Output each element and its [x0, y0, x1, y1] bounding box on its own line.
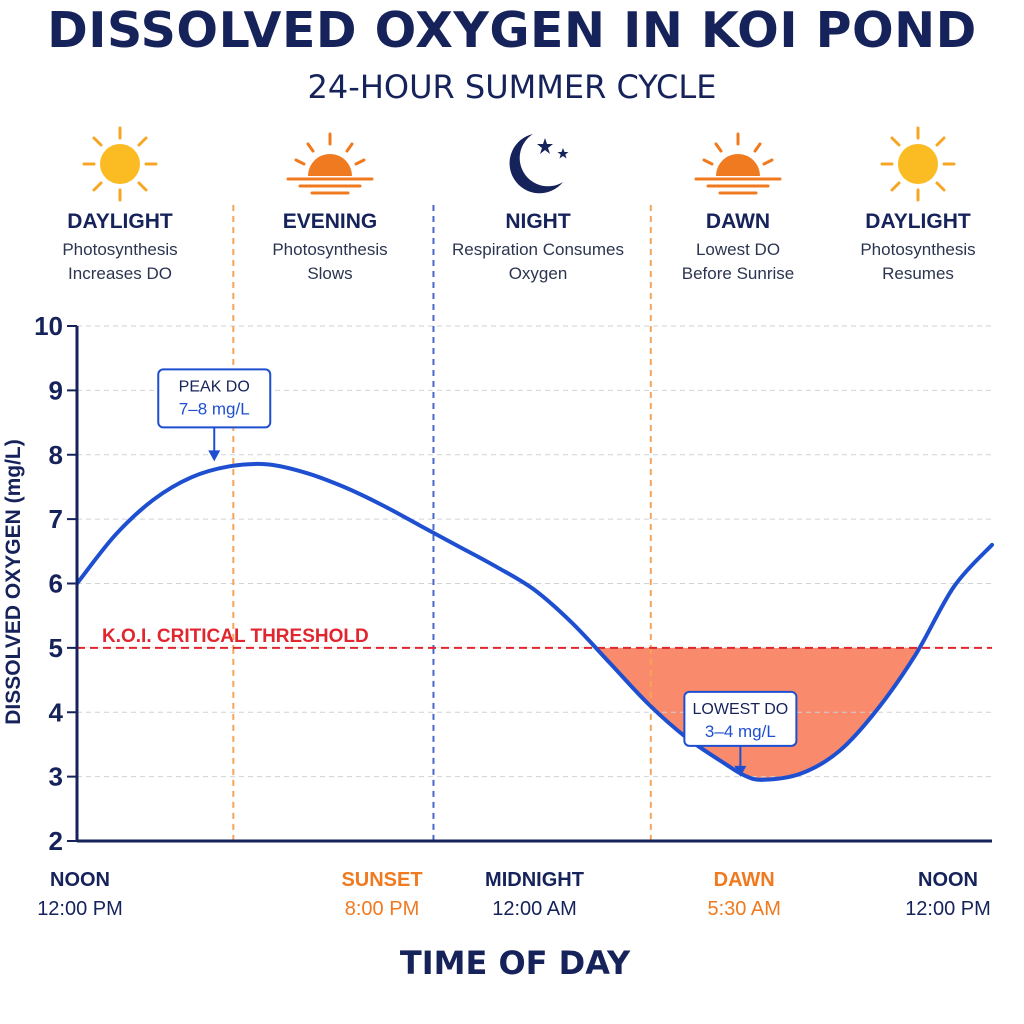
annotation-title: PEAK DO	[179, 378, 250, 395]
threshold-label: K.O.I. CRITICAL THRESHOLD	[102, 626, 369, 647]
annotation-value: 3–4 mg/L	[705, 722, 776, 741]
x-tick-time: 12:00 AM	[492, 898, 577, 920]
phase-name: DAYLIGHT	[67, 210, 173, 233]
under-curve-mask	[77, 647, 992, 841]
phase-description: Photosynthesis Increases DO	[62, 240, 178, 283]
phase-name: NIGHT	[505, 210, 571, 233]
sunrise-icon	[694, 132, 782, 195]
sun-icon	[880, 126, 956, 202]
phase-description: Respiration Consumes Oxygen	[452, 240, 624, 283]
x-tick: NOON 12:00 PM	[0, 866, 160, 924]
y-tick-label: 5	[49, 633, 63, 663]
phase-description: Photosynthesis Resumes	[860, 240, 976, 283]
y-tick-label: 8	[49, 440, 63, 470]
y-tick-label: 9	[49, 375, 63, 405]
x-tick: MIDNIGHT 12:00 AM	[455, 866, 615, 924]
phase-description: Photosynthesis Slows	[272, 240, 388, 283]
sunset-icon	[286, 132, 374, 195]
chart-title: DISSOLVED OXYGEN IN KOI POND	[47, 2, 977, 59]
phase-daylight-2: DAYLIGHT Photosynthesis Resumes	[808, 124, 1024, 286]
phase-dawn: DAWN Lowest DO Before Sunrise	[628, 124, 848, 286]
y-tick-label: 6	[49, 569, 63, 599]
y-tick-label: 3	[49, 762, 63, 792]
annotation-arrow-head	[208, 450, 221, 462]
y-tick-label: 7	[49, 504, 63, 534]
y-tick-label: 4	[49, 697, 64, 727]
x-axis-label: TIME OF DAY	[399, 944, 631, 982]
x-tick: SUNSET 8:00 PM	[302, 866, 462, 924]
phase-name: EVENING	[282, 210, 378, 233]
annotation-title: LOWEST DO	[693, 701, 789, 718]
x-tick-time: 12:00 PM	[905, 898, 991, 920]
y-tick-label: 2	[49, 826, 63, 856]
x-tick: NOON 12:00 PM	[868, 866, 1024, 924]
x-tick-time: 8:00 PM	[344, 898, 420, 920]
x-tick-name: MIDNIGHT	[485, 869, 584, 891]
x-tick-name: DAWN	[713, 869, 775, 891]
phase-name: DAYLIGHT	[865, 210, 971, 233]
do-series-line	[75, 461, 994, 782]
phase-evening: EVENING Photosynthesis Slows	[220, 124, 440, 286]
x-tick-time: 12:00 PM	[37, 898, 123, 920]
phase-description: Lowest DO Before Sunrise	[681, 240, 795, 283]
annotation-value: 7–8 mg/L	[179, 399, 250, 418]
y-tick-label: 10	[34, 311, 63, 341]
sun-icon	[82, 126, 158, 202]
phase-daylight-1: DAYLIGHT Photosynthesis Increases DO	[10, 124, 230, 286]
chart-subtitle: 24-HOUR SUMMER CYCLE	[307, 68, 717, 106]
moon-stars-icon	[509, 134, 569, 194]
x-tick-name: NOON	[50, 869, 110, 891]
phase-name: DAWN	[705, 210, 771, 233]
x-tick-time: 5:30 AM	[707, 898, 781, 920]
phase-night: NIGHT Respiration Consumes Oxygen	[428, 124, 648, 286]
annotation-arrow-head	[734, 765, 747, 777]
x-tick-name: SUNSET	[341, 869, 423, 891]
x-tick-name: NOON	[918, 869, 978, 891]
x-tick: DAWN 5:30 AM	[664, 866, 824, 924]
